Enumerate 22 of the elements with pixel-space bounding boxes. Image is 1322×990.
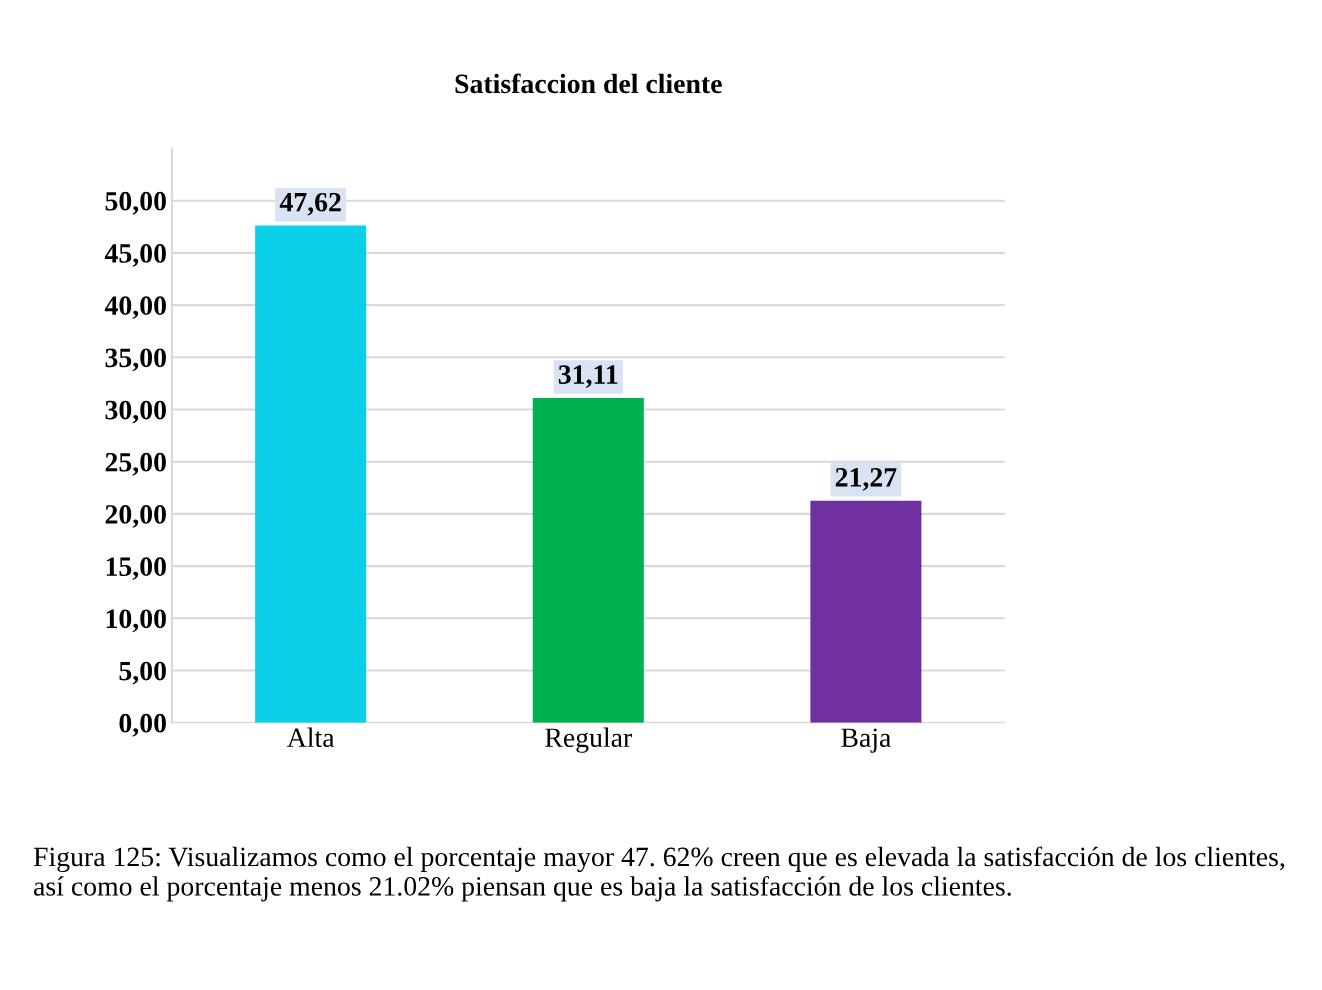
y-tick-label: 15,00: [106, 557, 166, 581]
bar: [810, 500, 922, 723]
chart-title: Satisfaccion del cliente: [455, 73, 722, 94]
data-label: 21,27: [835, 468, 897, 491]
y-tick-label: 25,00: [105, 452, 166, 476]
data-label: 47,62: [279, 192, 341, 216]
data-label: 31,11: [558, 365, 618, 388]
bar: [532, 397, 644, 723]
y-tick-label: 0,00: [119, 713, 166, 737]
x-tick-label: Regular: [545, 727, 633, 753]
x-tick-label: Baja: [841, 728, 891, 753]
y-tick-label: 20,00: [105, 505, 166, 528]
y-tick-label: 35,00: [105, 348, 166, 372]
y-tick-label: 30,00: [105, 400, 166, 424]
y-tick-label: 45,00: [104, 244, 166, 267]
x-tick-label: Alta: [287, 727, 335, 748]
y-tick-label: 40,00: [104, 296, 166, 320]
text: Figura 125: Visualizamos como el porcentaje mayor 47. 62% creen que es elevada la satisfacción de los clientes, así como el porcentaje menos 21.02% piensan que es baja la satisfacción de los clientes.: [33, 846, 1285, 902]
y-tick-label: 5,00: [119, 661, 166, 685]
bar: [255, 225, 367, 723]
y-tick-label: 50,00: [105, 191, 166, 215]
y-tick-label: 10,00: [106, 609, 166, 633]
